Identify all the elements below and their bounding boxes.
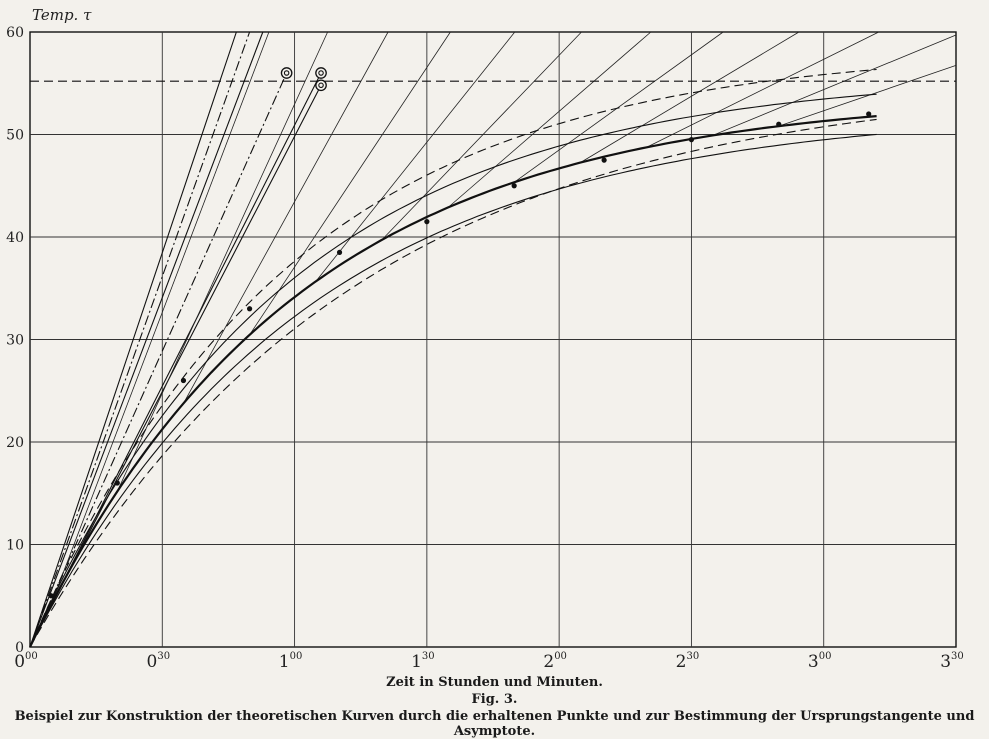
curves — [29, 68, 877, 648]
measured-point — [511, 183, 517, 189]
origin-tangent-line — [29, 31, 237, 648]
origin-tangent-line — [29, 72, 322, 648]
circle-marker — [315, 67, 327, 79]
construction-line — [249, 31, 451, 336]
x-axis-label: Zeit in Stunden und Minuten. — [386, 675, 603, 690]
construction-line — [315, 31, 516, 282]
x-tick-label: 030 — [147, 651, 171, 672]
y-tick-label: 40 — [6, 230, 24, 246]
construction-line — [183, 31, 389, 404]
y-tick-label: 0 — [15, 640, 24, 656]
y-tick-label: 50 — [6, 128, 24, 144]
x-tick-hours: 0 — [14, 652, 25, 672]
circle-marker — [280, 67, 293, 79]
y-tick-labels: 0 10 20 30 40 50 60 — [6, 25, 24, 656]
measured-point — [424, 219, 430, 225]
origin-tangent-line — [29, 31, 251, 648]
circle-marker-inner — [318, 70, 324, 76]
x-tick-hours: 1 — [411, 652, 422, 672]
theoretical-curve — [29, 133, 877, 648]
x-tick-minutes: 00 — [819, 651, 832, 662]
x-tick-minutes: 30 — [951, 651, 964, 662]
construction-line — [116, 31, 328, 492]
x-tick-label: 300 — [808, 651, 832, 672]
theoretical-curve — [29, 115, 877, 648]
measured-point — [601, 157, 607, 163]
circle-marker-outer — [280, 67, 293, 79]
circle-marker-outer — [315, 79, 327, 92]
figure-number: Fig. 3. — [471, 692, 518, 707]
measured-point — [180, 377, 187, 384]
measured-point — [114, 480, 120, 486]
measured-point — [688, 137, 695, 143]
circle-marker-outer — [315, 67, 327, 79]
circle-markers — [280, 67, 327, 92]
measured-point — [336, 249, 343, 255]
construction-line — [646, 31, 879, 148]
x-tick-label: 230 — [676, 651, 700, 672]
y-tick-label: 10 — [6, 538, 24, 554]
circle-marker-inner — [283, 70, 290, 76]
x-tick-minutes: 00 — [290, 651, 303, 662]
x-tick-minutes: 30 — [157, 651, 170, 662]
y-axis-label: Temp. τ — [32, 6, 92, 24]
y-tick-label: 30 — [6, 333, 24, 349]
grid — [30, 32, 956, 647]
construction-line — [50, 31, 270, 605]
x-tick-label: 130 — [411, 651, 435, 672]
x-tick-minutes: 30 — [422, 651, 435, 662]
theoretical-curve — [29, 68, 877, 648]
x-tick-minutes: 30 — [686, 651, 699, 662]
x-tick-hours: 3 — [808, 652, 819, 672]
x-tick-hours: 2 — [543, 652, 554, 672]
measured-point — [866, 111, 872, 117]
origin-tangent-line — [29, 31, 264, 648]
origin-tangent-line — [29, 72, 288, 648]
measured-point — [246, 306, 253, 312]
construction-line — [447, 31, 652, 208]
y-tick-label: 60 — [6, 25, 24, 41]
circle-marker — [315, 79, 327, 92]
x-tick-minutes: 00 — [25, 651, 38, 662]
x-tick-label: 000 — [14, 651, 38, 672]
x-tick-label: 200 — [543, 651, 567, 672]
y-tick-label: 20 — [6, 435, 24, 451]
x-tick-label: 100 — [279, 651, 303, 672]
x-tick-hours: 1 — [279, 652, 290, 672]
measured-point — [48, 593, 54, 599]
construction-line — [513, 31, 724, 183]
measured-points — [48, 111, 872, 599]
x-tick-hours: 0 — [147, 652, 158, 672]
theoretical-curve — [29, 93, 877, 648]
x-tick-label: 330 — [940, 651, 964, 672]
x-tick-minutes: 00 — [554, 651, 567, 662]
measured-point — [776, 121, 782, 127]
x-tick-hours: 3 — [940, 652, 951, 672]
x-tick-hours: 2 — [676, 652, 687, 672]
x-tick-labels: 000 030 100 130 200 230 300 330 — [14, 651, 964, 672]
construction-line — [778, 65, 957, 127]
circle-marker-inner — [318, 82, 324, 89]
construction-line — [712, 34, 957, 136]
construction-line — [381, 31, 582, 241]
construction-line — [580, 31, 800, 163]
theoretical-curve — [29, 118, 877, 648]
